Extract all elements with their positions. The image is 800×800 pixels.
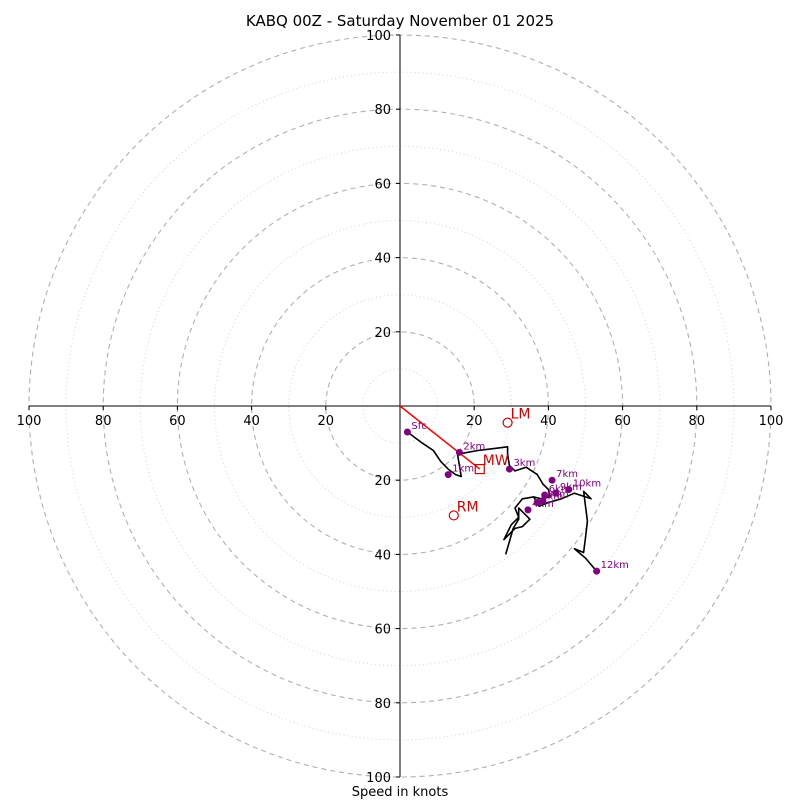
height-label-12km: 12km	[601, 560, 629, 571]
y-tick-label: 60	[374, 623, 391, 638]
tick-labels: 100 80 60 40 20 20 40 60 80 100 100 80 60 40 20 20 40 60 8…	[17, 29, 784, 786]
wind-traces	[406, 431, 598, 572]
y-tick-label: 100	[366, 29, 391, 44]
x-tick-label: 20	[318, 414, 335, 429]
height-label-4km: 4km	[532, 499, 554, 510]
height-marker-8km	[539, 497, 547, 505]
y-tick-label: 80	[374, 103, 391, 118]
hodograph-trace-branch	[503, 496, 534, 555]
height-label-10km: 10km	[573, 478, 601, 489]
shear-vector	[399, 405, 481, 470]
height-label-5km: 5km	[541, 491, 563, 502]
x-tick-label: 60	[169, 414, 186, 429]
height-label-2km: 2km	[463, 441, 485, 452]
storm-motion-marker-MW	[474, 463, 485, 475]
height-label-3km: 3km	[513, 458, 535, 469]
height-markers: Sfc1km2km3km4km5km6km7km8km9km10km12km	[403, 421, 629, 575]
x-tick-label: 100	[17, 414, 42, 429]
x-tick-label: 40	[243, 414, 260, 429]
height-marker-3km	[505, 465, 513, 473]
chart-title: KABQ 00Z - Saturday November 01 2025	[246, 12, 554, 30]
y-tick-label: 80	[374, 697, 391, 712]
height-marker-4km	[524, 506, 532, 514]
height-marker-5km	[533, 498, 541, 506]
y-tick-label: 20	[374, 474, 391, 489]
x-tick-label: 80	[689, 414, 706, 429]
height-marker-10km	[565, 485, 573, 493]
y-tick-label: 40	[374, 548, 391, 563]
height-marker-7km	[548, 476, 556, 484]
hodograph-trace	[406, 431, 598, 572]
y-tick-label: 20	[374, 326, 391, 341]
height-marker-6km	[541, 491, 549, 499]
height-marker-1km	[444, 471, 452, 479]
storm-motion-label-RM: RM	[457, 499, 479, 515]
x-axis-label: Speed in knots	[352, 785, 449, 800]
shear-line	[399, 405, 481, 470]
storm-motion-label-LM: LM	[511, 407, 531, 423]
height-marker-9km	[552, 489, 560, 497]
x-tick-label: 100	[759, 414, 784, 429]
x-tick-label: 40	[540, 414, 557, 429]
storm-motion-markers: LM MW RM	[448, 407, 531, 521]
storm-motion-marker-LM	[502, 417, 513, 428]
y-tick-label: 60	[374, 177, 391, 192]
x-tick-label: 20	[466, 414, 483, 429]
height-label-7km: 7km	[556, 469, 578, 480]
height-marker-Sfc	[403, 428, 411, 436]
height-label-Sfc: Sfc	[411, 421, 426, 432]
storm-motion-marker-RM	[448, 510, 459, 521]
x-tick-label: 80	[95, 414, 112, 429]
height-label-1km: 1km	[452, 464, 474, 475]
height-label-6km: 6km	[549, 484, 571, 495]
y-tick-label: 100	[366, 771, 391, 786]
storm-motion-label-MW: MW	[483, 453, 509, 469]
y-tick-label: 40	[374, 252, 391, 267]
x-tick-label: 60	[614, 414, 631, 429]
height-marker-12km	[593, 567, 601, 575]
height-marker-2km	[455, 448, 463, 456]
